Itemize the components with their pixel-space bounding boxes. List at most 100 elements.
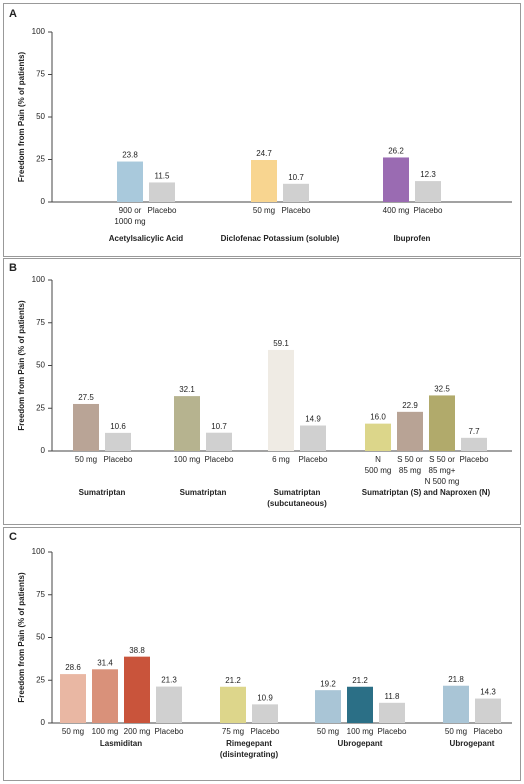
category-label: Placebo bbox=[299, 455, 328, 464]
value-label: 27.5 bbox=[78, 393, 94, 402]
group-label: (subcutaneous) bbox=[267, 499, 327, 508]
bar bbox=[475, 698, 501, 723]
y-tick-label: 50 bbox=[36, 361, 45, 370]
bar bbox=[124, 656, 150, 723]
value-label: 26.2 bbox=[388, 147, 404, 156]
group-label: Lasmiditan bbox=[100, 739, 142, 748]
y-axis-label: Freedom from Pain (% of patients) bbox=[17, 572, 26, 703]
category-label: 85 mg+ bbox=[429, 466, 456, 475]
group-label: Sumatriptan bbox=[274, 488, 321, 497]
value-label: 11.5 bbox=[155, 172, 171, 181]
bar bbox=[365, 423, 391, 451]
category-label: Placebo bbox=[414, 206, 443, 215]
y-tick-label: 25 bbox=[36, 675, 45, 684]
value-label: 12.3 bbox=[420, 170, 436, 179]
value-label: 10.6 bbox=[110, 422, 126, 431]
group-label: Ibuprofen bbox=[394, 234, 431, 243]
y-tick-label: 25 bbox=[36, 155, 45, 164]
category-label: 50 mg bbox=[75, 455, 97, 464]
y-tick-label: 0 bbox=[41, 197, 46, 206]
category-label: Placebo bbox=[460, 455, 489, 464]
value-label: 38.8 bbox=[129, 646, 145, 655]
panel-label: A bbox=[9, 8, 17, 20]
bar bbox=[397, 411, 423, 451]
y-tick-label: 75 bbox=[36, 318, 45, 327]
y-tick-label: 100 bbox=[32, 275, 46, 284]
group-label: Ubrogepant bbox=[338, 739, 383, 748]
value-label: 21.3 bbox=[161, 676, 177, 685]
y-tick-label: 50 bbox=[36, 633, 45, 642]
value-label: 22.9 bbox=[402, 401, 418, 410]
bar bbox=[268, 349, 294, 451]
category-label: Placebo bbox=[474, 727, 503, 736]
value-label: 32.1 bbox=[179, 385, 195, 394]
category-label: Placebo bbox=[148, 206, 177, 215]
category-label: N 500 mg bbox=[425, 477, 460, 486]
category-label: 50 mg bbox=[317, 727, 339, 736]
value-label: 21.2 bbox=[352, 676, 368, 685]
bar bbox=[156, 686, 182, 723]
y-tick-label: 75 bbox=[36, 590, 45, 599]
category-label: 500 mg bbox=[365, 466, 392, 475]
bar bbox=[60, 674, 86, 723]
bar bbox=[220, 686, 246, 723]
panel-frame bbox=[3, 3, 521, 257]
category-label: 900 or bbox=[119, 206, 142, 215]
category-label: S 50 or bbox=[429, 455, 455, 464]
bar bbox=[315, 690, 341, 723]
value-label: 21.8 bbox=[448, 675, 464, 684]
category-label: 50 mg bbox=[253, 206, 275, 215]
y-tick-label: 0 bbox=[41, 446, 46, 455]
group-label: (disintegrating) bbox=[220, 750, 279, 759]
bar bbox=[117, 161, 143, 202]
category-label: Placebo bbox=[378, 727, 407, 736]
bar bbox=[429, 395, 455, 451]
value-label: 10.7 bbox=[288, 173, 304, 182]
category-label: 100 mg bbox=[347, 727, 374, 736]
category-label: N bbox=[375, 455, 381, 464]
bar bbox=[283, 183, 309, 202]
category-label: 100 mg bbox=[174, 455, 201, 464]
group-label: Sumatriptan (S) and Naproxen (N) bbox=[362, 488, 491, 497]
bar bbox=[149, 182, 175, 202]
bar bbox=[383, 157, 409, 202]
value-label: 23.8 bbox=[122, 151, 138, 160]
group-label: Sumatriptan bbox=[180, 488, 227, 497]
value-label: 10.7 bbox=[211, 422, 227, 431]
category-label: 200 mg bbox=[124, 727, 151, 736]
y-axis-label: Freedom from Pain (% of patients) bbox=[17, 52, 26, 183]
bar bbox=[251, 160, 277, 202]
bar bbox=[379, 702, 405, 723]
bar bbox=[206, 432, 232, 451]
bar bbox=[347, 686, 373, 723]
category-label: 100 mg bbox=[92, 727, 119, 736]
bar bbox=[443, 685, 469, 723]
y-tick-label: 100 bbox=[32, 27, 46, 36]
bar bbox=[174, 396, 200, 451]
category-label: 400 mg bbox=[383, 206, 410, 215]
y-tick-label: 50 bbox=[36, 112, 45, 121]
y-tick-label: 0 bbox=[41, 718, 46, 727]
group-label: Diclofenac Potassium (soluble) bbox=[221, 234, 340, 243]
bar bbox=[92, 669, 118, 723]
bar bbox=[415, 181, 441, 202]
group-label: Acetylsalicylic Acid bbox=[109, 234, 184, 243]
bar bbox=[105, 432, 131, 451]
group-label: Rimegepant bbox=[226, 739, 272, 748]
y-axis-label: Freedom from Pain (% of patients) bbox=[17, 300, 26, 431]
value-label: 10.9 bbox=[257, 693, 273, 702]
group-label: Ubrogepant bbox=[450, 739, 495, 748]
panel-label: C bbox=[9, 531, 17, 543]
bar bbox=[461, 437, 487, 451]
bar bbox=[252, 704, 278, 723]
value-label: 21.2 bbox=[225, 676, 241, 685]
category-label: Placebo bbox=[251, 727, 280, 736]
value-label: 28.6 bbox=[65, 663, 81, 672]
value-label: 24.7 bbox=[256, 149, 272, 158]
y-tick-label: 75 bbox=[36, 70, 45, 79]
value-label: 31.4 bbox=[97, 658, 113, 667]
category-label: Placebo bbox=[282, 206, 311, 215]
panel-frame bbox=[3, 258, 521, 525]
panel-frame bbox=[3, 527, 521, 781]
